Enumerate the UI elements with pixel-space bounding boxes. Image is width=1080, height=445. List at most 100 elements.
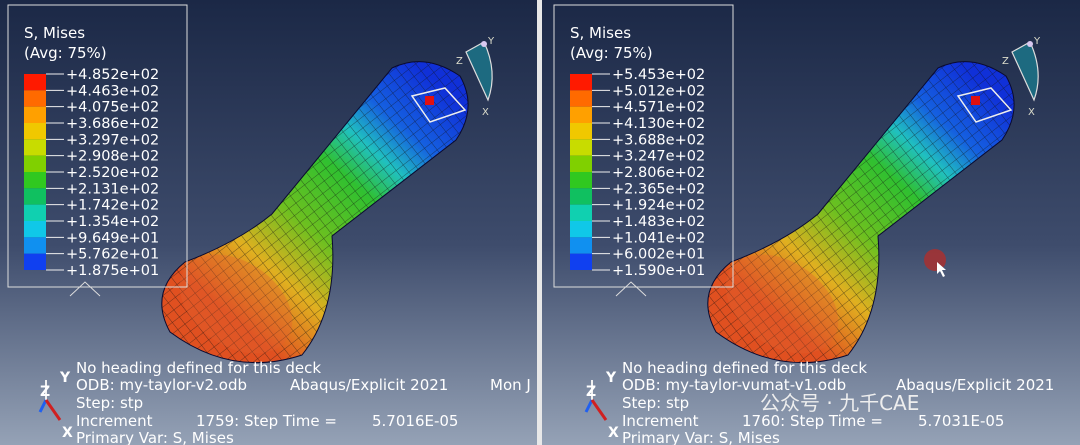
- legend-value: +1.483e+02: [612, 214, 705, 230]
- legend-value: +1.590e+01: [612, 263, 705, 279]
- legend-color-band: [570, 90, 592, 107]
- legend-value: +5.453e+02: [612, 67, 705, 83]
- triad-x-label: X: [482, 107, 489, 118]
- legend-value: +1.742e+02: [66, 198, 159, 214]
- axis-x: [44, 399, 62, 421]
- legend-color-band: [570, 204, 592, 221]
- step-time: 5.7016E-05: [372, 412, 458, 430]
- legend-color-band: [24, 172, 46, 189]
- reference-node: [956, 87, 1013, 123]
- odb: ODB: my-taylor-vumat-v1.odb: [622, 376, 846, 394]
- legend-subtitle: (Avg: 75%): [24, 44, 107, 62]
- watermark: 公众号 · 九千CAE: [760, 391, 919, 415]
- legend-value: +9.649e+01: [66, 230, 159, 246]
- legend-anchor: [69, 281, 101, 297]
- cursor: [937, 262, 946, 277]
- legend-box: [553, 4, 734, 288]
- axis-y-label: Y: [59, 370, 71, 386]
- legend-value: +1.924e+02: [612, 198, 705, 214]
- legend-value: +1.354e+02: [66, 214, 159, 230]
- mesh: [161, 61, 469, 364]
- legend-color-band: [24, 188, 46, 205]
- legend-title: S, Mises: [24, 24, 85, 42]
- step-time: 5.7031E-05: [918, 412, 1004, 430]
- legend-value: +3.686e+02: [66, 116, 159, 132]
- view-triad-node: [481, 41, 487, 47]
- axis-z: [38, 399, 48, 413]
- heading: No heading defined for this deck: [76, 359, 321, 377]
- increment-value: 1760: Step Time =: [742, 412, 883, 430]
- legend-value: +1.875e+01: [66, 263, 159, 279]
- heading: No heading defined for this deck: [622, 359, 867, 377]
- legend-box: [7, 4, 188, 288]
- axis-z-label: Z: [40, 384, 50, 400]
- legend-anchor: [615, 281, 647, 297]
- legend-value: +1.041e+02: [612, 230, 705, 246]
- increment-value: 1759: Step Time =: [196, 412, 337, 430]
- legend-color-band: [570, 237, 592, 254]
- increment: Increment: [76, 412, 153, 430]
- legend-value: +2.908e+02: [66, 149, 159, 165]
- triad-z-label: Z: [1002, 56, 1009, 67]
- model-end: [725, 254, 839, 354]
- odb: ODB: my-taylor-v2.odb: [76, 376, 247, 394]
- solver: Abaqus/Explicit 2021: [896, 376, 1054, 394]
- axis-z-label: Z: [586, 384, 596, 400]
- legend-color-band: [24, 139, 46, 156]
- triad-y-label: Y: [487, 36, 495, 47]
- reference-node-marker: [971, 96, 980, 105]
- legend-value: +2.131e+02: [66, 181, 159, 197]
- triad-y-label: Y: [1033, 36, 1041, 47]
- axis-z: [584, 399, 594, 413]
- legend-value: +4.852e+02: [66, 67, 159, 83]
- axis-x: [590, 399, 608, 421]
- model-end: [179, 254, 293, 354]
- legend-value: +5.012e+02: [612, 83, 705, 99]
- legend-value: +4.130e+02: [612, 116, 705, 132]
- legend-value: +3.688e+02: [612, 132, 705, 148]
- reference-node: [410, 87, 467, 123]
- legend-color-band: [24, 74, 46, 91]
- legend-color-band: [24, 123, 46, 140]
- legend-color-band: [570, 123, 592, 140]
- legend-color-band: [570, 253, 592, 270]
- legend-color-band: [24, 253, 46, 270]
- view-triad-node: [1027, 41, 1033, 47]
- solver: Abaqus/Explicit 2021: [290, 376, 448, 394]
- legend-value: +2.520e+02: [66, 165, 159, 181]
- triad-z-label: Z: [456, 56, 463, 67]
- triad-x-label: X: [1028, 107, 1035, 118]
- legend-color-band: [24, 155, 46, 172]
- legend-color-band: [570, 139, 592, 156]
- legend-value: +5.762e+01: [66, 247, 159, 263]
- legend-color-band: [24, 204, 46, 221]
- legend-value: +4.463e+02: [66, 83, 159, 99]
- reference-node-marker: [425, 96, 434, 105]
- legend-subtitle: (Avg: 75%): [570, 44, 653, 62]
- legend-value: +3.247e+02: [612, 149, 705, 165]
- increment: Increment: [622, 412, 699, 430]
- legend-color-band: [24, 237, 46, 254]
- divider: [537, 0, 542, 445]
- axis-x-label: X: [62, 425, 73, 441]
- legend-color-band: [570, 74, 592, 91]
- axis-x-label: X: [608, 425, 619, 441]
- legend-color-band: [570, 172, 592, 189]
- primary-var: Primary Var: S, Mises: [622, 429, 780, 445]
- legend-value: +3.297e+02: [66, 132, 159, 148]
- primary-var: Primary Var: S, Mises: [76, 429, 234, 445]
- legend-color-band: [24, 90, 46, 107]
- viewport: Y Z X S, Mises (Avg: 75%) +5.453e+02+5.012e+0…: [553, 4, 1054, 445]
- legend-color-band: [24, 221, 46, 238]
- legend-title: S, Mises: [570, 24, 631, 42]
- step: Step: stp: [76, 394, 143, 412]
- legend-value: +2.365e+02: [612, 181, 705, 197]
- legend-value: +6.002e+01: [612, 247, 705, 263]
- step: Step: stp: [622, 394, 689, 412]
- legend-color-band: [570, 221, 592, 238]
- legend-value: +4.571e+02: [612, 100, 705, 116]
- date: Mon J: [490, 376, 531, 394]
